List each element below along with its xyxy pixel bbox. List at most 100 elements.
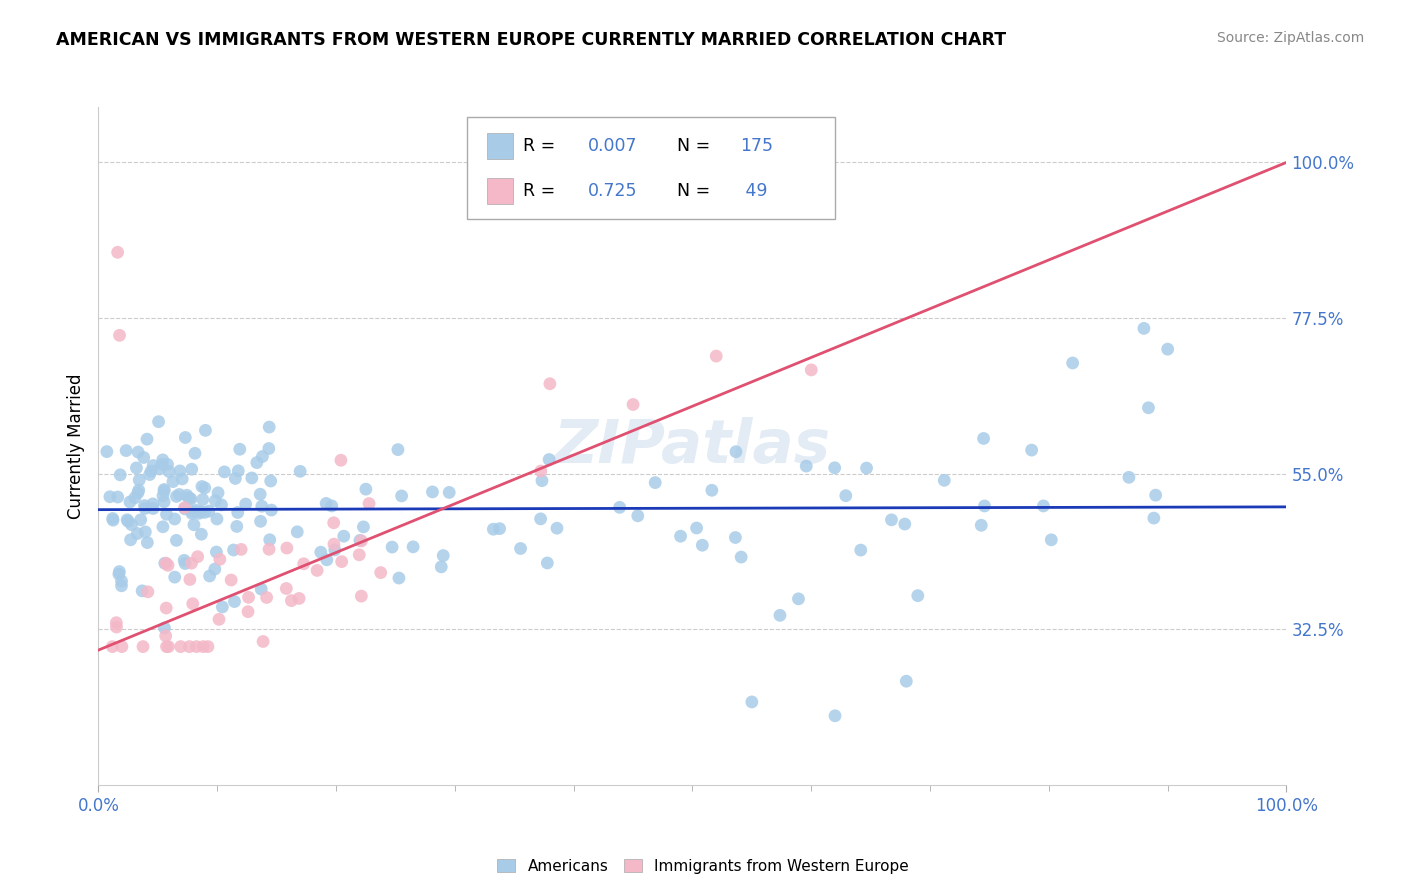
Point [194,423,217,437]
Point [627,508,650,523]
Point [231,542,253,557]
Point [194,505,217,519]
Legend: Americans, Immigrants from Western Europe: Americans, Immigrants from Western Europ… [491,853,915,880]
Point [224,594,246,608]
Point [186,503,208,517]
Text: N =: N = [678,182,716,200]
Point [180,556,202,570]
Point [1156,342,1178,356]
Text: 0.007: 0.007 [588,136,637,154]
Point [180,491,202,506]
FancyBboxPatch shape [467,117,835,219]
Point [170,640,193,654]
Point [724,531,747,545]
Point [685,521,707,535]
Point [238,591,260,605]
Point [226,464,249,478]
Point [222,543,245,558]
Point [107,245,129,260]
Text: Source: ZipAtlas.com: Source: ZipAtlas.com [1216,31,1364,45]
Point [134,524,156,539]
Point [621,397,644,411]
Point [136,584,159,599]
Point [538,376,561,391]
Point [208,612,231,626]
Point [530,464,553,478]
Point [225,519,247,533]
Point [152,489,174,503]
Point [136,432,159,446]
Point [128,483,150,498]
Point [488,522,510,536]
Point [98,490,121,504]
Point [127,486,149,500]
Point [432,549,454,563]
Point [183,517,205,532]
Point [211,599,233,614]
Point [352,520,374,534]
Point [101,511,124,525]
Point [288,464,311,478]
Point [370,566,392,580]
Point [191,479,214,493]
Point [388,571,411,585]
Point [179,573,201,587]
Point [96,444,118,458]
Point [176,488,198,502]
Point [153,483,176,497]
Point [155,556,177,570]
Point [134,499,156,513]
Point [330,555,353,569]
Point [970,518,993,533]
Point [131,583,153,598]
Point [1144,488,1167,502]
Point [157,465,180,479]
Point [121,517,143,532]
Point [536,556,558,570]
Point [180,507,202,521]
Point [437,485,460,500]
Point [110,467,132,482]
Point [252,634,274,648]
Point [422,484,444,499]
Y-axis label: Currently Married: Currently Married [66,373,84,519]
Point [226,506,249,520]
Point [101,640,124,654]
Point [165,533,187,548]
Point [108,565,131,579]
Point [153,621,176,635]
Point [354,482,377,496]
Point [179,491,201,506]
Point [173,501,195,516]
Point [150,458,173,472]
Point [257,420,280,434]
Point [107,490,129,504]
Point [1133,321,1156,335]
Point [357,497,380,511]
Point [198,569,221,583]
Point [197,640,219,654]
Point [129,513,152,527]
FancyBboxPatch shape [486,133,513,159]
Point [669,529,692,543]
Point [111,640,134,654]
Point [142,497,165,511]
Point [855,461,877,475]
Point [430,560,453,574]
Point [132,640,155,654]
Point [1040,533,1063,547]
Text: R =: R = [523,136,561,154]
Text: 175: 175 [740,136,773,154]
Point [127,526,149,541]
Point [1118,470,1140,484]
FancyBboxPatch shape [486,178,513,204]
Point [110,574,132,588]
Point [509,541,531,556]
Point [787,591,810,606]
Point [835,489,858,503]
Point [309,545,332,559]
Point [204,562,226,576]
Point [246,456,269,470]
Point [794,459,817,474]
Point [609,500,631,515]
